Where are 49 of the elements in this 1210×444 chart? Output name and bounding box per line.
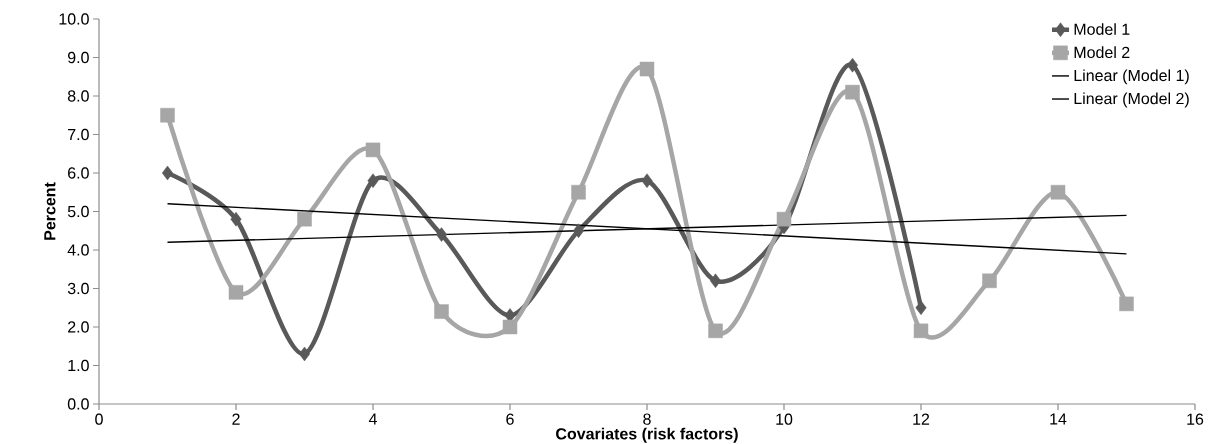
x-tick-label: 2 <box>232 413 240 425</box>
point <box>1050 184 1066 200</box>
y-tick-label: 9.0 <box>68 51 89 64</box>
point <box>434 304 449 319</box>
point <box>502 319 518 335</box>
point <box>845 84 860 100</box>
x-tick-label: 14 <box>1050 413 1067 425</box>
x-tick-label: 10 <box>776 413 793 425</box>
y-tick-label: 3.0 <box>67 282 89 295</box>
point <box>1119 296 1134 312</box>
y-tick-label: 10.0 <box>59 13 89 25</box>
point <box>160 107 175 123</box>
legend-label: Linear (Model 1) <box>1074 69 1189 85</box>
point <box>162 165 174 181</box>
legend-label: Model 1 <box>1074 23 1130 35</box>
point <box>297 211 312 227</box>
y-tick-label: 7.0 <box>68 128 89 141</box>
point <box>299 346 311 362</box>
point <box>571 184 586 200</box>
point <box>367 173 379 188</box>
point <box>913 323 929 339</box>
x-tick-label: 4 <box>368 413 377 425</box>
legend-label: Linear (Model 2) <box>1074 92 1189 108</box>
y-tick-label: 0.0 <box>67 398 89 410</box>
point <box>776 211 792 227</box>
y-axis-title: Percent <box>44 182 56 240</box>
point <box>915 300 927 315</box>
point <box>708 323 723 339</box>
legend-label: Model 2 <box>1074 46 1130 59</box>
x-tick-label: 12 <box>913 413 930 425</box>
x-axis-title: Covariates (risk factors) <box>556 427 738 443</box>
point <box>230 211 242 227</box>
point <box>228 285 244 300</box>
y-tick-label: 8.0 <box>67 90 89 102</box>
y-tick-label: 1.0 <box>68 359 89 372</box>
y-tick-label: 4.0 <box>67 244 89 256</box>
x-tick-label: 0 <box>95 413 103 425</box>
x-tick-label: 16 <box>1187 413 1204 425</box>
y-tick-label: 2.0 <box>68 321 89 333</box>
x-tick-label: 8 <box>643 413 651 425</box>
y-tick-label: 6.0 <box>68 167 89 179</box>
point <box>436 227 448 242</box>
point <box>641 173 653 188</box>
y-tick-label: 5.0 <box>67 205 89 218</box>
point <box>365 142 381 158</box>
point <box>573 223 585 238</box>
point <box>982 273 997 289</box>
point <box>639 61 655 77</box>
x-tick-label: 6 <box>506 413 514 425</box>
